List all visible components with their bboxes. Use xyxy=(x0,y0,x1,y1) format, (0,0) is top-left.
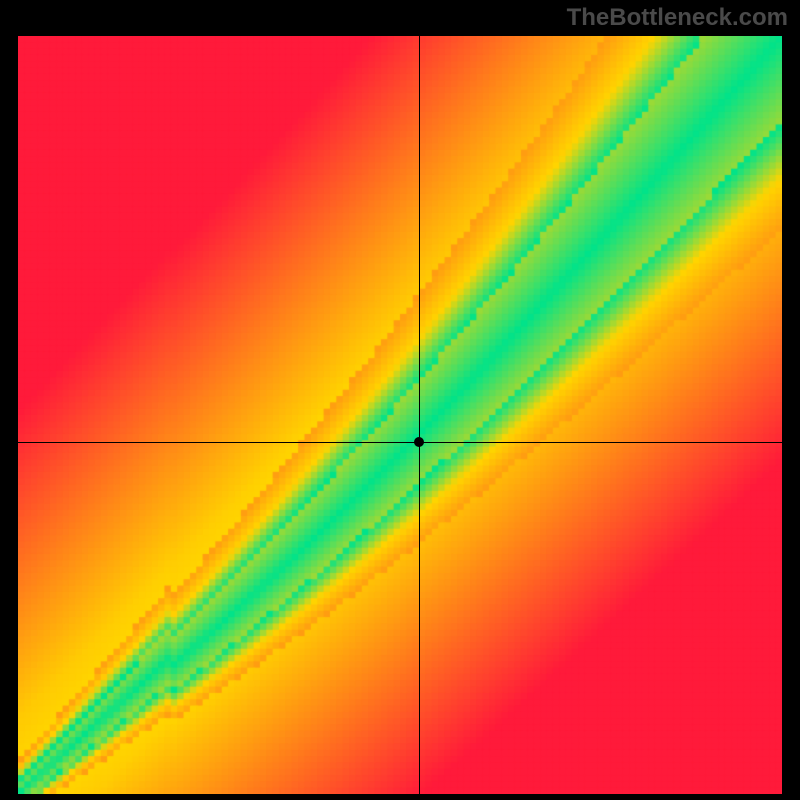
marker-dot xyxy=(414,437,424,447)
watermark-text: TheBottleneck.com xyxy=(567,4,788,32)
heatmap-chart xyxy=(18,36,782,794)
heatmap-canvas xyxy=(18,36,782,794)
crosshair-vertical xyxy=(419,36,420,794)
crosshair-horizontal xyxy=(18,442,782,443)
root-container: TheBottleneck.com xyxy=(0,0,800,800)
